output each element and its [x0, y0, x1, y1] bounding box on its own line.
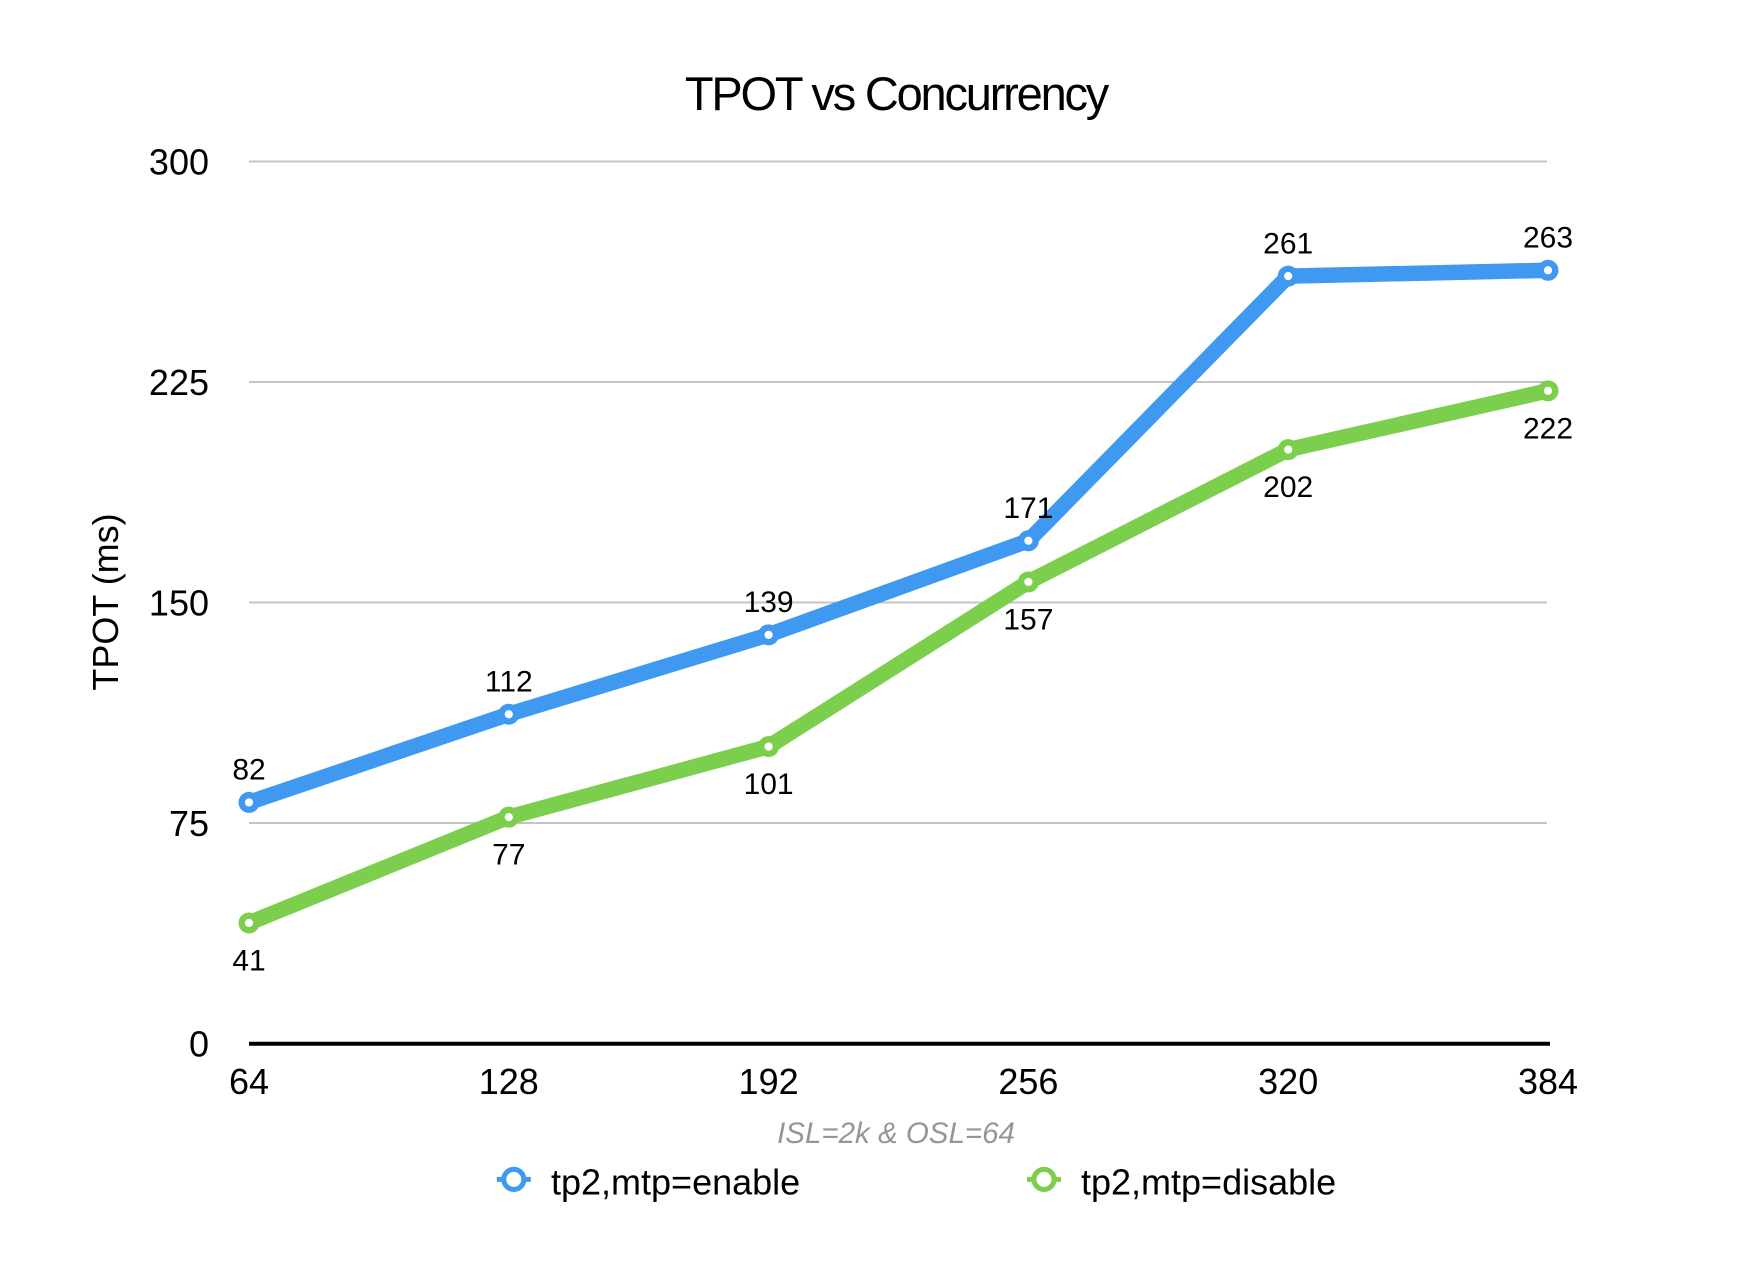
svg-text:320: 320: [1258, 1061, 1318, 1102]
svg-text:139: 139: [744, 586, 794, 619]
svg-text:261: 261: [1263, 227, 1313, 260]
svg-text:112: 112: [485, 665, 533, 698]
svg-text:41: 41: [232, 945, 265, 978]
svg-text:0: 0: [189, 1023, 209, 1064]
svg-text:222: 222: [1523, 412, 1573, 445]
svg-text:82: 82: [232, 754, 265, 787]
svg-text:77: 77: [492, 839, 525, 872]
svg-text:256: 256: [998, 1061, 1058, 1102]
svg-text:171: 171: [1003, 492, 1053, 525]
svg-text:263: 263: [1523, 221, 1573, 254]
svg-text:202: 202: [1263, 471, 1313, 504]
svg-text:128: 128: [479, 1061, 539, 1102]
svg-text:TPOT vs Concurrency: TPOT vs Concurrency: [685, 67, 1110, 120]
svg-text:tp2,mtp=enable: tp2,mtp=enable: [551, 1162, 800, 1203]
svg-text:TPOT (ms): TPOT (ms): [85, 513, 126, 690]
svg-text:157: 157: [1003, 603, 1053, 636]
svg-text:ISL=2k & OSL=64: ISL=2k & OSL=64: [777, 1117, 1015, 1150]
svg-text:64: 64: [229, 1061, 269, 1102]
svg-text:101: 101: [744, 768, 794, 801]
svg-text:150: 150: [149, 582, 209, 623]
svg-text:192: 192: [739, 1061, 799, 1102]
svg-text:300: 300: [149, 141, 209, 182]
svg-text:225: 225: [149, 362, 209, 403]
svg-text:384: 384: [1518, 1061, 1578, 1102]
svg-text:tp2,mtp=disable: tp2,mtp=disable: [1081, 1162, 1336, 1203]
svg-text:75: 75: [169, 803, 209, 844]
